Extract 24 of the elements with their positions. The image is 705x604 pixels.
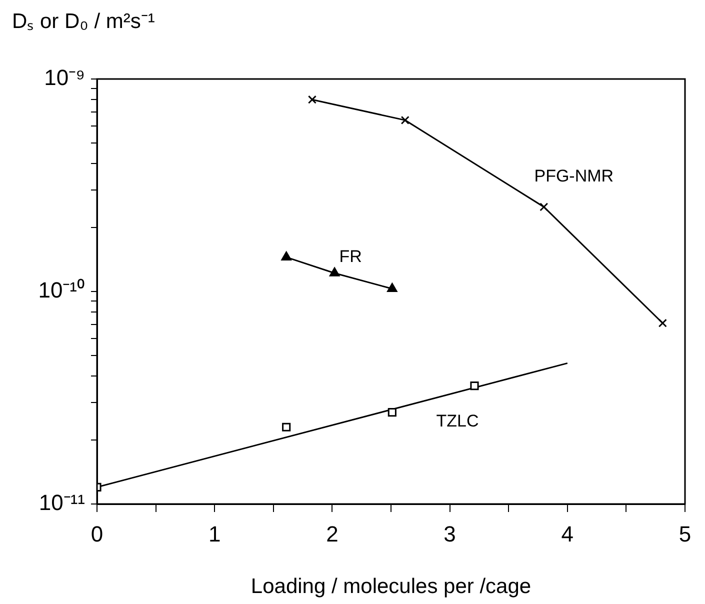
series-label: PFG-NMR <box>534 166 614 186</box>
y-tick-label: 10⁻⁹ <box>44 65 85 90</box>
x-tick-label: 3 <box>444 521 456 546</box>
x-tick-label: 2 <box>326 521 338 546</box>
point <box>470 382 479 390</box>
x-tick-label: 0 <box>90 521 104 546</box>
y-tick-label: 10⁻¹⁰ <box>38 278 85 303</box>
x-axis-title: Loading / molecules per /cage <box>250 575 532 598</box>
point <box>282 422 291 432</box>
point <box>308 95 316 104</box>
x-tick-label: 5 <box>678 521 692 546</box>
point <box>388 408 396 417</box>
y-tick-label: 10⁻¹¹ <box>38 490 85 516</box>
x-tick-label: 1 <box>208 521 221 546</box>
point <box>400 116 410 124</box>
point <box>540 202 548 212</box>
series-label: TZLC <box>436 411 479 430</box>
y-axis-title: Dₛ or D₀ / m²s⁻¹ <box>12 9 155 34</box>
series-label: FR <box>339 246 362 266</box>
point <box>281 251 292 260</box>
point <box>329 267 340 276</box>
point <box>658 318 667 328</box>
point <box>387 283 398 292</box>
x-tick-label: 4 <box>561 521 574 546</box>
